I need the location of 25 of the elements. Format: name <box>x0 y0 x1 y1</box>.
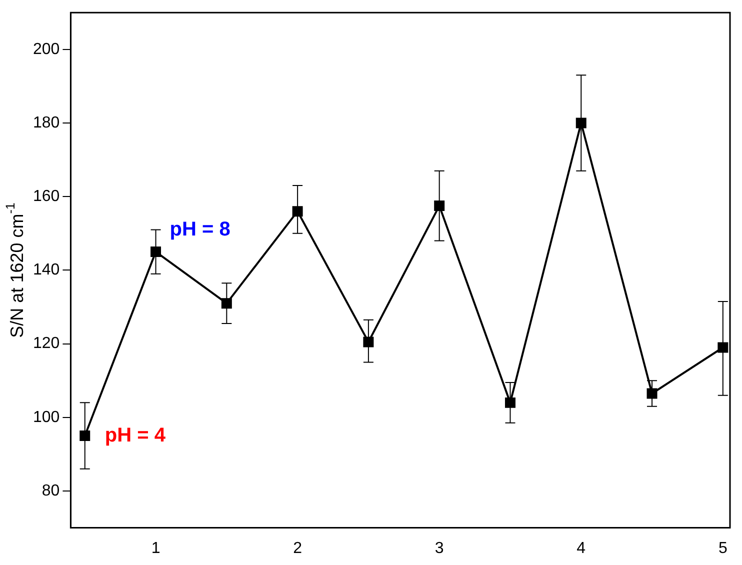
point <box>363 336 374 348</box>
point <box>292 206 303 217</box>
x-tick-label: 3 <box>434 540 444 557</box>
x-tick-label: 2 <box>293 540 302 557</box>
x-tick-label: 4 <box>576 540 586 557</box>
annotation: pH = 8 <box>170 218 230 240</box>
y-tick-label: 140 <box>32 262 60 279</box>
point <box>718 342 728 353</box>
point <box>434 200 445 212</box>
y-tick-label: 100 <box>32 408 60 426</box>
y-tick-label: 120 <box>32 335 60 352</box>
point <box>504 397 516 408</box>
point <box>150 246 162 258</box>
y-tick-label: 160 <box>32 188 60 206</box>
point <box>646 388 658 399</box>
x-tick-label: 5 <box>718 540 728 557</box>
y-tick-label: 200 <box>32 40 60 58</box>
y-axis-title: S/N at 1620 cm-1 <box>3 202 27 338</box>
point <box>576 118 586 128</box>
point <box>80 430 90 442</box>
annotation: pH = 4 <box>104 424 166 446</box>
x-tick-label: 1 <box>151 540 160 557</box>
point <box>221 298 232 309</box>
y-tick-label: 80 <box>42 482 60 500</box>
y-tick-label: 180 <box>32 114 60 132</box>
